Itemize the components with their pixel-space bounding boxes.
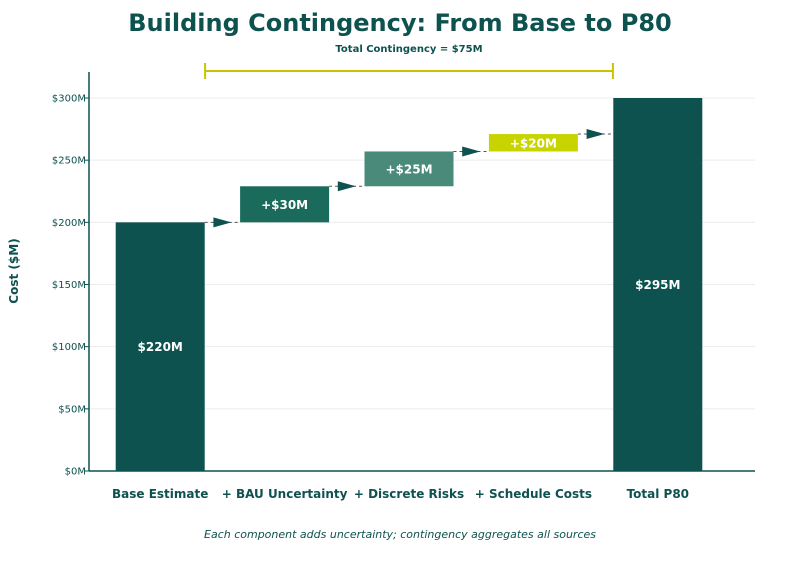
bars: $220M +$30M +$25M +$20M $295M [115,98,703,471]
chart-caption: Each component adds uncertainty; conting… [204,528,596,541]
connectors [204,129,614,228]
x-category-label: + BAU Uncertainty [222,487,348,501]
connector-arrow [213,217,232,228]
y-tick-label: $100M [52,342,86,353]
bar-value-label: +$30M [261,198,308,212]
x-category-label: + Discrete Risks [354,487,464,501]
bar-value-label: +$20M [510,136,557,150]
y-tick-label: $250M [52,156,86,167]
chart-title: Building Contingency: From Base to P80 [128,9,671,37]
bar-value-label: +$25M [385,162,432,176]
axes: $0M $50M $100M $150M $200M $250M $300M Base Est… [52,72,755,501]
bracket-label: Total Contingency = $75M [335,44,482,55]
y-axis-label: Cost ($M) [7,238,21,303]
x-category-label: Total P80 [627,487,689,501]
contingency-bracket: Total Contingency = $75M [204,44,614,79]
x-category-label: + Schedule Costs [475,487,592,501]
connector-arrow [462,146,481,157]
bar [488,134,578,152]
connector-arrow [337,181,356,192]
bar [240,186,330,223]
bar-value-label: $295M [635,278,680,292]
y-tick-label: $0M [65,467,86,478]
bar-value-label: $220M [138,340,183,354]
bar [613,98,703,471]
y-tick-label: $200M [52,218,86,229]
bar [364,151,454,187]
x-category-label: Base Estimate [112,487,208,501]
y-tick-label: $150M [52,280,86,291]
connector-arrow [586,129,605,140]
y-tick-label: $50M [58,404,86,415]
bar [115,222,205,471]
y-tick-label: $300M [52,94,86,105]
